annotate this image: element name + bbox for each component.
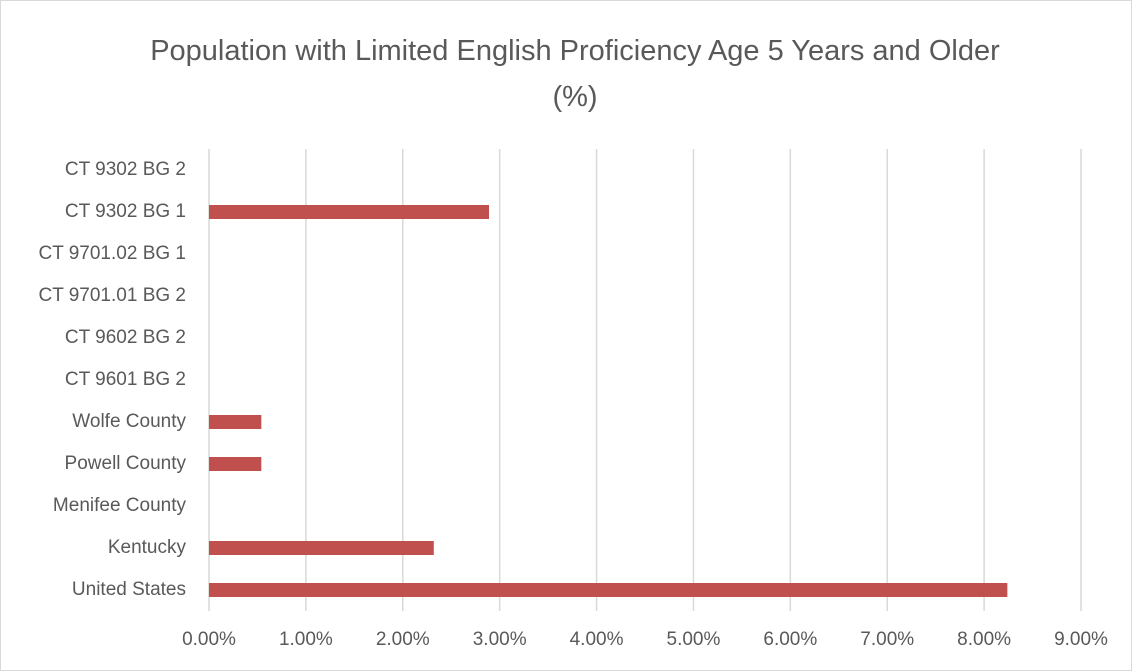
x-tick-label: 3.00% [473,629,527,650]
y-tick-label: Menifee County [53,495,187,516]
x-tick-label: 2.00% [376,629,430,650]
x-tick-label: 6.00% [763,629,817,650]
y-tick-label: CT 9601 BG 2 [65,369,186,390]
bar [209,541,434,555]
x-tick-label: 1.00% [279,629,333,650]
y-tick-label: Wolfe County [72,411,186,432]
y-tick-label: CT 9701.02 BG 1 [38,243,186,264]
y-tick-label: CT 9602 BG 2 [65,327,186,348]
y-tick-label: CT 9701.01 BG 2 [38,285,186,306]
bar [209,415,262,429]
x-tick-label: 5.00% [667,629,721,650]
y-tick-label: Powell County [65,453,187,474]
y-tick-label: Kentucky [108,537,187,558]
x-tick-label: 7.00% [860,629,914,650]
y-tick-label: CT 9302 BG 1 [65,201,186,222]
x-tick-label: 9.00% [1054,629,1108,650]
x-tick-label: 4.00% [570,629,624,650]
bar [209,205,490,219]
chart-title: Population with Limited English Proficie… [150,35,1000,113]
x-tick-label: 0.00% [182,629,236,650]
y-tick-label: CT 9302 BG 2 [65,159,186,180]
bar [209,457,262,471]
bar [209,583,1008,597]
y-tick-label: United States [72,579,186,600]
x-tick-label: 8.00% [957,629,1011,650]
